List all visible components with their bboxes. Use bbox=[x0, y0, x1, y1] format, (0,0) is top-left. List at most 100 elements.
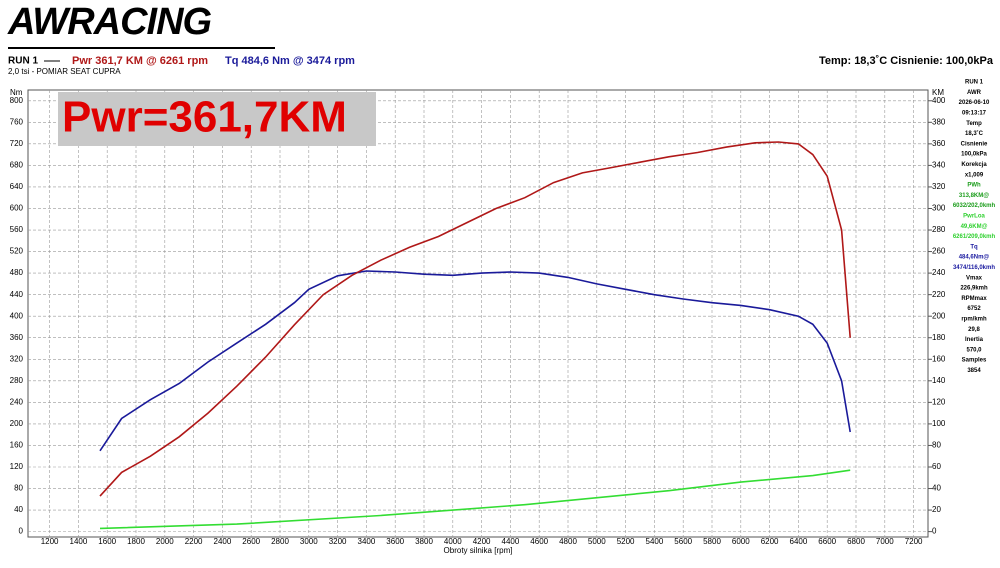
sidebar-text: 49,6KM@ bbox=[961, 224, 988, 230]
y2-tick-label: 260 bbox=[932, 247, 946, 256]
x-tick-label: 3600 bbox=[386, 537, 404, 546]
y-tick-label: 40 bbox=[14, 505, 23, 514]
sidebar-text: 6032/202,0kmh bbox=[953, 203, 996, 209]
y-tick-label: 200 bbox=[10, 419, 24, 428]
sidebar-text: 09:13:17 bbox=[962, 110, 987, 116]
sidebar-text: RUN 1 bbox=[965, 80, 984, 86]
y-tick-label: 280 bbox=[10, 376, 24, 385]
y2-tick-label: 100 bbox=[932, 419, 946, 428]
series-line bbox=[99, 270, 851, 452]
x-tick-label: 3800 bbox=[415, 537, 433, 546]
x-tick-label: 2800 bbox=[271, 537, 289, 546]
x-tick-label: 6000 bbox=[732, 537, 750, 546]
sidebar-text: 226,9kmh bbox=[960, 286, 988, 292]
y-tick-label: 120 bbox=[10, 462, 24, 471]
y2-tick-label: 340 bbox=[932, 161, 946, 170]
sidebar-text: PWh bbox=[967, 183, 981, 189]
y-tick-label: 240 bbox=[10, 397, 24, 406]
y-tick-label: 680 bbox=[10, 161, 24, 170]
x-tick-label: 6600 bbox=[818, 537, 836, 546]
sidebar-text: Korekcja bbox=[961, 162, 987, 168]
sidebar-text: Inertia bbox=[965, 337, 984, 343]
y-tick-label: 720 bbox=[10, 139, 24, 148]
conditions: Temp: 18,3˚C Cisnienie: 100,0kPa bbox=[819, 55, 994, 67]
x-tick-label: 5000 bbox=[588, 537, 606, 546]
y2-tick-label: 160 bbox=[932, 354, 946, 363]
sidebar-text: RPMmax bbox=[961, 296, 987, 302]
x-tick-label: 5400 bbox=[646, 537, 664, 546]
x-tick-label: 2000 bbox=[156, 537, 174, 546]
sidebar-text: PwrLoa bbox=[963, 213, 985, 219]
sidebar-text: 29,8 bbox=[968, 327, 980, 333]
y2-tick-label: 20 bbox=[932, 505, 941, 514]
y-tick-label: 320 bbox=[10, 354, 24, 363]
y-tick-label: 480 bbox=[10, 268, 24, 277]
x-tick-label: 6800 bbox=[847, 537, 865, 546]
badge-bg bbox=[58, 92, 376, 146]
y2-tick-label: 180 bbox=[932, 333, 946, 342]
x-tick-label: 4200 bbox=[473, 537, 491, 546]
y2-tick-label: 360 bbox=[932, 139, 946, 148]
sidebar-text: 484,6Nm@ bbox=[959, 255, 990, 261]
x-tick-label: 2400 bbox=[214, 537, 232, 546]
y-tick-label: 600 bbox=[10, 204, 24, 213]
y-tick-label: 360 bbox=[10, 333, 24, 342]
x-tick-label: 1400 bbox=[70, 537, 88, 546]
series-line bbox=[99, 141, 851, 497]
sidebar-text: Samples bbox=[962, 358, 987, 364]
y2-tick-label: 300 bbox=[932, 204, 946, 213]
x-tick-label: 7000 bbox=[876, 537, 894, 546]
sidebar-text: 2026-06-10 bbox=[959, 100, 990, 106]
y2-tick-label: 0 bbox=[932, 527, 937, 536]
y-tick-label: 440 bbox=[10, 290, 24, 299]
sidebar-text: AWR bbox=[967, 90, 982, 96]
y2-tick-label: 380 bbox=[932, 117, 946, 126]
y-tick-label: 400 bbox=[10, 311, 24, 320]
y-tick-label: 640 bbox=[10, 182, 24, 191]
y2-tick-label: 400 bbox=[932, 96, 946, 105]
y2-tick-label: 80 bbox=[932, 441, 941, 450]
y2-tick-label: 320 bbox=[932, 182, 946, 191]
sidebar-text: 100,0kPa bbox=[961, 152, 987, 158]
series-line bbox=[99, 469, 851, 530]
x-tick-label: 4600 bbox=[530, 537, 548, 546]
x-tick-label: 5600 bbox=[674, 537, 692, 546]
plot-frame bbox=[27, 89, 929, 538]
x-tick-label: 2200 bbox=[185, 537, 203, 546]
y-tick-label: 800 bbox=[10, 96, 24, 105]
y2-tick-label: 280 bbox=[932, 225, 946, 234]
sidebar-text: 3474/116,0kmh bbox=[953, 265, 995, 271]
y-tick-label: 760 bbox=[10, 117, 24, 126]
sidebar-text: 18,3˚C bbox=[965, 130, 984, 137]
x-tick-label: 1800 bbox=[127, 537, 145, 546]
x-axis-label: Obroty silnika [rpm] bbox=[444, 546, 513, 555]
y2-tick-label: 120 bbox=[932, 397, 946, 406]
x-tick-label: 1600 bbox=[98, 537, 116, 546]
y-tick-label: 0 bbox=[19, 527, 24, 536]
x-tick-label: 4400 bbox=[502, 537, 520, 546]
x-tick-label: 1200 bbox=[41, 537, 59, 546]
sidebar-text: Vmax bbox=[966, 275, 983, 281]
plot: 0408012016020024028032036040044048052056… bbox=[10, 88, 946, 555]
sidebar-text: x1,009 bbox=[965, 172, 984, 178]
sidebar-text: 3854 bbox=[967, 368, 981, 374]
y2-tick-label: 220 bbox=[932, 290, 946, 299]
sidebar-text: 570,0 bbox=[966, 347, 982, 353]
x-tick-label: 3000 bbox=[300, 537, 318, 546]
x-tick-label: 2600 bbox=[242, 537, 260, 546]
tq-summary: Tq 484,6 Nm @ 3474 rpm bbox=[225, 55, 355, 67]
logo: AWRACING bbox=[7, 1, 212, 43]
x-tick-label: 5200 bbox=[617, 537, 635, 546]
y-tick-label: 560 bbox=[10, 225, 24, 234]
sidebar-text: Cisnienie bbox=[961, 141, 988, 147]
x-tick-label: 3200 bbox=[329, 537, 347, 546]
run: RUN 1 bbox=[8, 56, 38, 67]
x-tick-label: 7200 bbox=[905, 537, 923, 546]
sidebar-text: Temp bbox=[966, 121, 982, 127]
y2-axis-label: KM bbox=[932, 88, 944, 97]
y2-tick-label: 240 bbox=[932, 268, 946, 277]
x-tick-label: 6400 bbox=[790, 537, 808, 546]
sidebar-text: rpm/kmh bbox=[961, 316, 987, 322]
